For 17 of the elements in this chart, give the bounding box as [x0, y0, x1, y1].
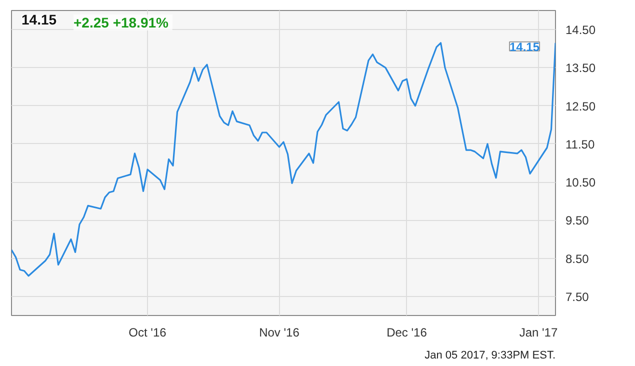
y-tick-label: 10.50 [566, 176, 596, 190]
y-tick-label: 14.50 [566, 23, 596, 38]
y-tick-label: 9.50 [566, 214, 590, 228]
y-tick-label: 13.50 [566, 61, 596, 76]
chart-subtitle: +2.25 +18.91% [74, 14, 170, 30]
x-tick-label: Jan '17 [519, 326, 558, 340]
y-tick-label: 8.50 [566, 252, 590, 266]
y-tick-label: 7.50 [566, 290, 590, 304]
y-tick-label: 11.50 [566, 137, 595, 152]
annotation: 14.15 [510, 40, 540, 54]
x-tick-label: Dec '16 [386, 326, 428, 340]
line-series [12, 42, 556, 277]
y-tick-label: 12.50 [566, 99, 596, 114]
text: Jan 05 2017, 9:33PM EST. [424, 350, 556, 362]
chart-title: 14.15 [22, 12, 57, 28]
x-tick-label: Oct '16 [128, 326, 167, 340]
x-tick-label: Nov '16 [259, 326, 300, 340]
